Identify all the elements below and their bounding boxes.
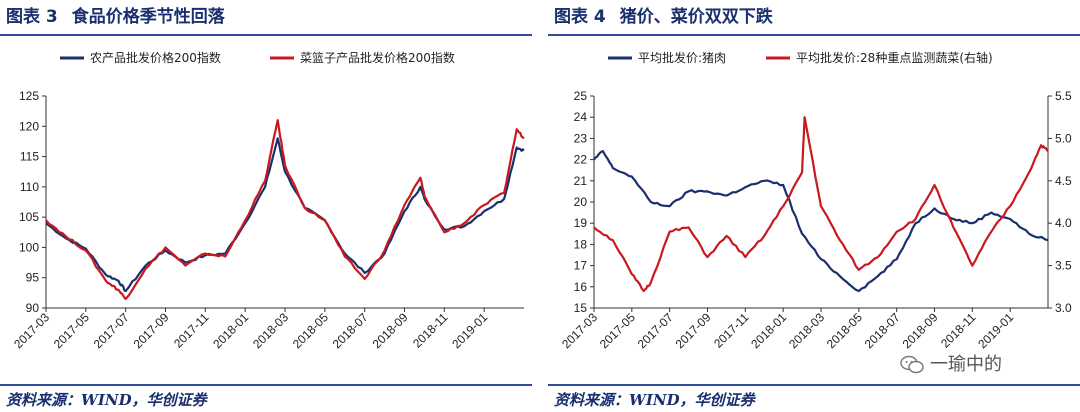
y-tick-label: 16 <box>574 280 588 294</box>
chart-panel-left: 图表 3 食品价格季节性回落 90 95 100 105 110 115 120 125 2017… <box>0 0 532 412</box>
x-tick-label: 2018-11 <box>410 310 451 351</box>
legend-label: 平均批发价:28种重点监测蔬菜(右轴) <box>796 50 993 65</box>
x-tick-label: 2019-01 <box>975 310 1016 351</box>
legend-label: 平均批发价:猪肉 <box>638 50 726 65</box>
x-tick-label: 2017-03 <box>11 310 52 351</box>
y-tick-label: 115 <box>20 150 39 164</box>
y-tick-label: 90 <box>26 301 40 315</box>
chart-title: 猪价、菜价双双下跌 <box>619 7 773 27</box>
y2-tick-label: 4.5 <box>1055 174 1072 188</box>
y-tick-label: 110 <box>20 180 39 194</box>
watermark-text: 一瑜中的 <box>930 354 1002 375</box>
x-tick-label: 2018-01 <box>210 310 251 351</box>
source-note: 资料来源：WIND，华创证券 <box>554 391 755 409</box>
legend-label: 菜篮子产品批发价格200指数 <box>300 50 455 65</box>
series-line-2 <box>593 116 1049 293</box>
y2-tick-label: 3.5 <box>1055 259 1072 273</box>
x-tick-label: 2017-07 <box>635 310 676 351</box>
x-tick-label: 2018-11 <box>938 310 979 351</box>
legend-label: 农产品批发价格200指数 <box>90 50 221 65</box>
y-tick-label: 19 <box>574 216 588 230</box>
x-tick-label: 2017-07 <box>91 310 132 351</box>
panel-title: 图表 4 猪价、菜价双双下跌 <box>554 4 773 30</box>
y2-tick-label: 4.0 <box>1055 216 1072 230</box>
series-line-1 <box>593 150 1049 293</box>
y-tick-label: 25 <box>574 89 588 103</box>
wechat-icon <box>900 355 924 374</box>
panel-title: 图表 3 食品价格季节性回落 <box>6 4 225 30</box>
chart-title: 食品价格季节性回落 <box>71 7 225 27</box>
x-tick-label: 2018-07 <box>330 310 371 351</box>
x-tick-label: 2018-07 <box>862 310 903 351</box>
figure-label: 图表 4 <box>554 7 606 27</box>
y2-tick-label: 3.0 <box>1055 301 1072 315</box>
y2-tick-label: 5.0 <box>1055 131 1072 145</box>
x-tick-label: 2017-05 <box>51 310 92 351</box>
top-rule <box>0 34 532 36</box>
x-tick-label: 2017-09 <box>131 310 172 351</box>
y-tick-label: 100 <box>19 240 39 254</box>
x-tick-label: 2017-11 <box>171 310 212 351</box>
source-note: 资料来源：WIND，华创证券 <box>6 391 207 409</box>
bottom-rule <box>548 384 1080 386</box>
y-tick-label: 21 <box>574 174 588 188</box>
x-tick-label: 2018-09 <box>900 310 941 351</box>
y-tick-label: 22 <box>574 153 588 167</box>
x-tick-label: 2017-11 <box>711 310 752 351</box>
y-tick-label: 18 <box>574 237 588 251</box>
y-tick-label: 125 <box>19 89 39 103</box>
x-tick-label: 2017-09 <box>673 310 714 351</box>
figure-label: 图表 3 <box>6 7 58 27</box>
legend: 农产品批发价格200指数 菜篮子产品批发价格200指数 <box>60 50 455 65</box>
x-tick-label: 2018-03 <box>250 310 291 351</box>
x-tick-label: 2017-05 <box>597 310 638 351</box>
x-tick-label: 2018-05 <box>824 310 865 351</box>
y-tick-label: 105 <box>19 210 39 224</box>
y-tick-label: 24 <box>574 110 588 124</box>
y-tick-label: 120 <box>19 119 39 133</box>
x-tick-label: 2017-03 <box>559 310 600 351</box>
y-tick-label: 23 <box>574 131 588 145</box>
y2-tick-label: 5.5 <box>1055 89 1072 103</box>
x-tick-label: 2018-03 <box>786 310 827 351</box>
line-chart-pork-vegetables: 15 16 17 18 19 20 21 22 23 24 25 3.0 3.5 4.0 4.5 5.0 5.5… <box>559 50 1072 351</box>
y-tick-label: 17 <box>574 259 588 273</box>
line-chart-food-prices: 90951001051101151201252017-032017-052017… <box>11 50 525 351</box>
chart-panel-right: 图表 4 猪价、菜价双双下跌 15 16 17 18 19 20 21 22 23 24 25 3.0 3… <box>548 0 1080 412</box>
y-tick-label: 20 <box>574 195 588 209</box>
watermark: 一瑜中的 <box>900 350 1002 380</box>
x-tick-label: 2018-01 <box>748 310 789 351</box>
x-tick-label: 2018-05 <box>290 310 331 351</box>
y-tick-label: 15 <box>574 301 588 315</box>
legend: 平均批发价:猪肉 平均批发价:28种重点监测蔬菜(右轴) <box>608 50 993 65</box>
x-tick-label: 2019-01 <box>449 310 490 351</box>
x-tick-label: 2018-09 <box>370 310 411 351</box>
bottom-rule <box>0 384 532 386</box>
y-tick-label: 95 <box>26 271 40 285</box>
series-line-2 <box>45 119 525 300</box>
top-rule <box>548 34 1080 36</box>
